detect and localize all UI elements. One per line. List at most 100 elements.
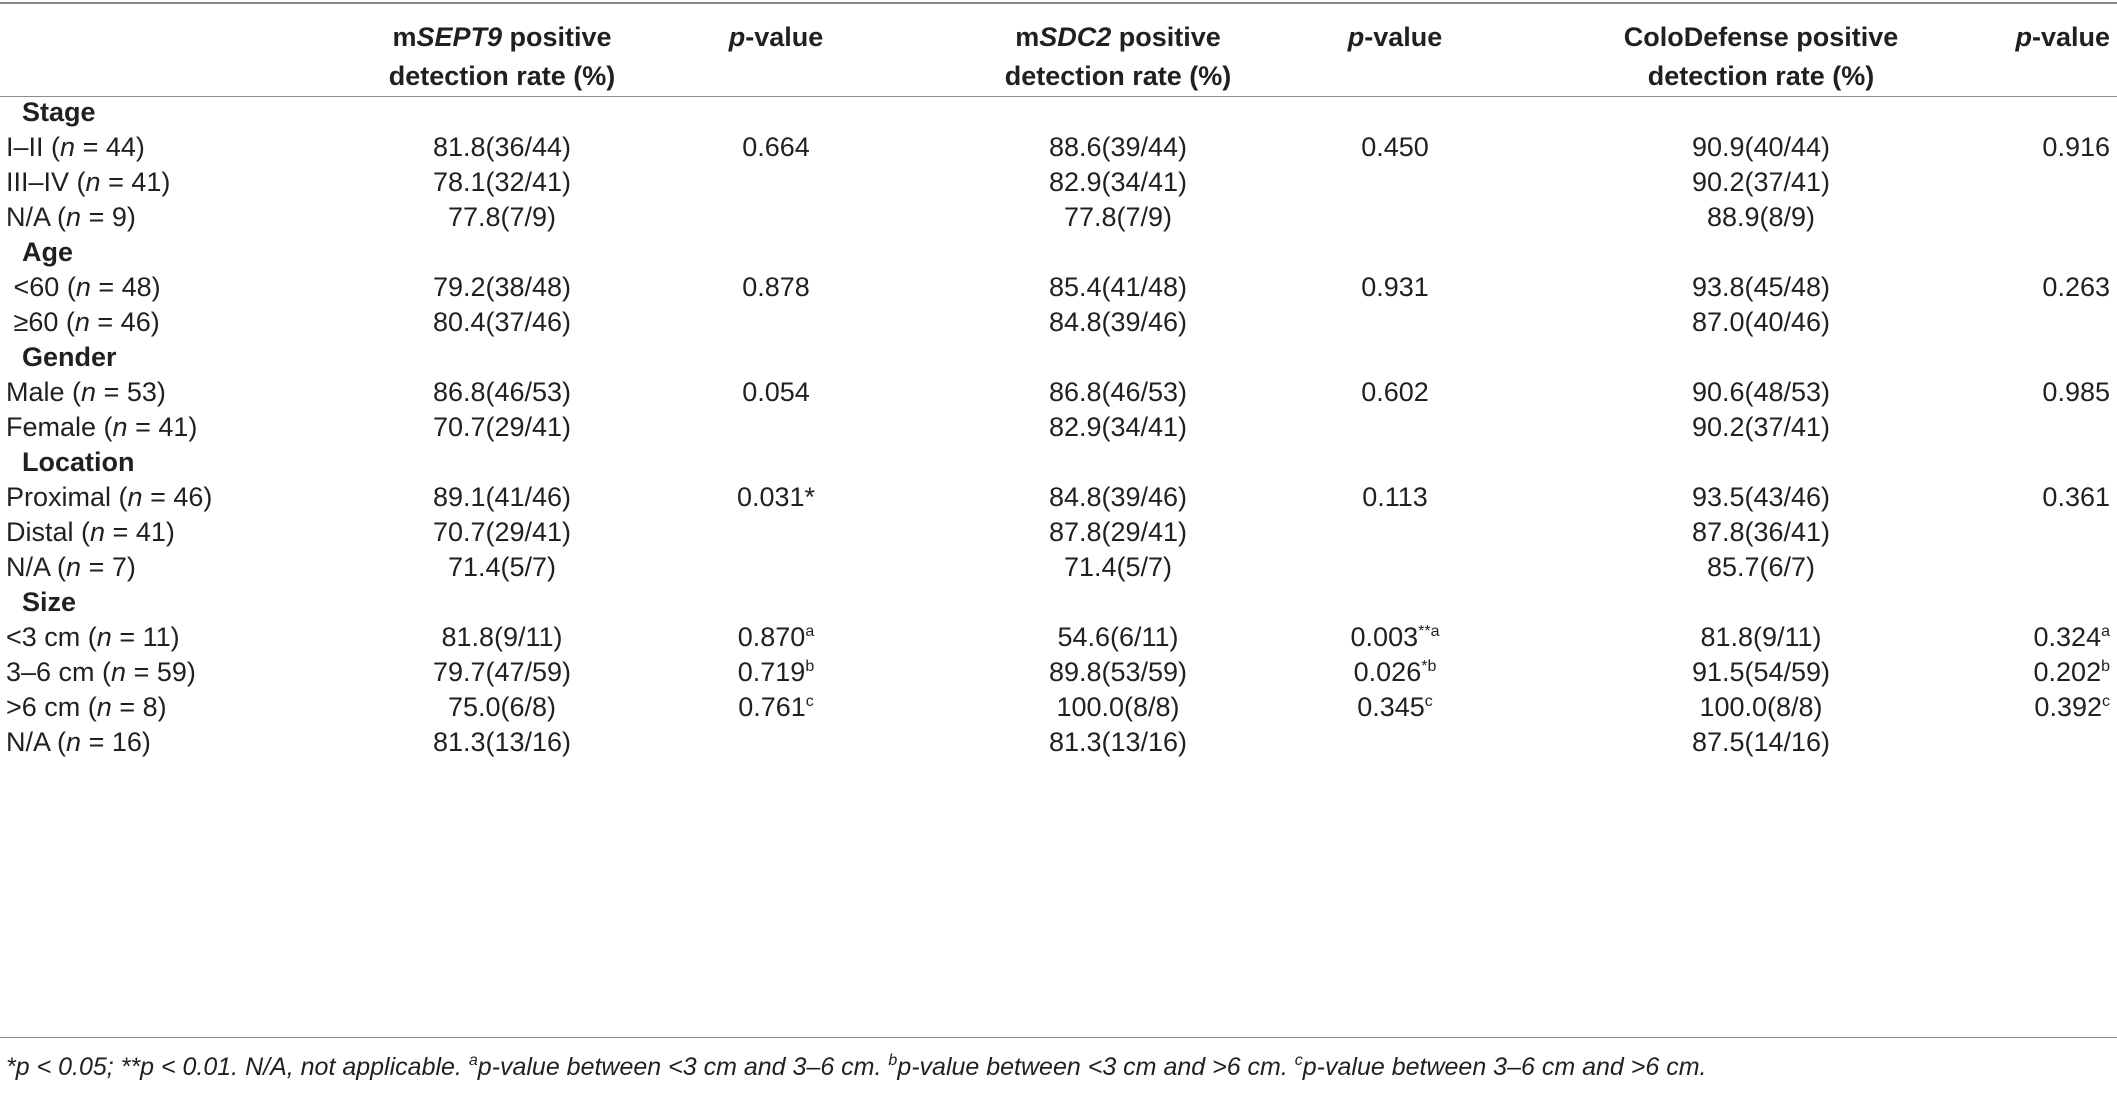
sept9-rate-cell: 70.7(29/41) (432, 517, 572, 547)
sept9-rate-cell: 89.1(41/46) (432, 482, 572, 512)
table-row: <3 cm (n = 11) 81.8(9/11) 0.870a 54.6(6/11)… (0, 614, 2117, 661)
colodefense-rate-cell: 90.2(37/41) (1691, 412, 1831, 442)
table-bottom-rule (0, 1037, 2117, 1038)
section-title: Age (22, 237, 74, 267)
sept9-pvalue-cell: 0.870a (737, 622, 815, 652)
row-label: 3–6 cm (n = 59) (6, 657, 196, 687)
sdc2-rate-cell: 84.8(39/46) (1048, 482, 1188, 512)
colodefense-pvalue-cell: 0.263 (2042, 272, 2110, 302)
sdc2-rate-cell: 81.3(13/16) (1048, 727, 1188, 757)
column-header-sept9-pvalue: p-value (728, 22, 824, 52)
colodefense-pvalue-cell: 0.392c (2034, 692, 2110, 722)
sept9-rate-cell: 86.8(46/53) (432, 377, 572, 407)
row-label: III–IV (n = 41) (6, 167, 171, 197)
colodefense-rate-cell: 87.0(40/46) (1691, 307, 1831, 337)
table-row: N/A (n = 9) 77.8(7/9) 77.8(7/9) 88.9(8/9) (0, 194, 2117, 241)
table-row: Proximal (n = 46) 89.1(41/46) 0.031* 84.8(3… (0, 474, 2117, 521)
sept9-pvalue-cell: 0.719b (737, 657, 815, 687)
sept9-rate-cell: 71.4(5/7) (447, 552, 557, 582)
row-label: <3 cm (n = 11) (6, 622, 180, 652)
colodefense-pvalue-cell: 0.916 (2042, 132, 2110, 162)
section-title: Gender (22, 342, 117, 372)
sdc2-rate-cell: 77.8(7/9) (1063, 202, 1173, 232)
sdc2-rate-cell: 88.6(39/44) (1048, 132, 1188, 162)
significance-mark: **a (1418, 623, 1440, 640)
section-header-row: Gender (0, 334, 2117, 381)
colodefense-rate-cell: 85.7(6/7) (1706, 552, 1816, 582)
row-label: N/A (n = 16) (6, 727, 151, 757)
row-label: Male (n = 53) (6, 377, 166, 407)
table-row: >6 cm (n = 8) 75.0(6/8) 0.761c 100.0(8/8) 0.… (0, 684, 2117, 731)
table-row: Distal (n = 41) 70.7(29/41) 87.8(29/41) 87.… (0, 509, 2117, 556)
section-title: Size (22, 587, 77, 617)
sept9-rate-cell: 79.2(38/48) (432, 272, 572, 302)
sept9-pvalue-cell: 0.761c (738, 692, 814, 722)
sdc2-pvalue-cell: 0.113 (1362, 482, 1428, 512)
sdc2-rate-cell: 89.8(53/59) (1048, 657, 1188, 687)
sept9-rate-cell: 78.1(32/41) (432, 167, 572, 197)
colodefense-rate-cell: 91.5(54/59) (1691, 657, 1831, 687)
colodefense-rate-cell: 90.2(37/41) (1691, 167, 1831, 197)
sdc2-rate-cell: 71.4(5/7) (1063, 552, 1173, 582)
sept9-rate-cell: 81.8(36/44) (432, 132, 572, 162)
sdc2-rate-cell: 82.9(34/41) (1048, 167, 1188, 197)
table-header-rule (0, 96, 2117, 97)
sept9-pvalue-cell: 0.054 (742, 377, 810, 407)
footnote-mark-a: a (468, 1052, 478, 1069)
column-header-colodefense-pvalue: p-value (2015, 22, 2110, 52)
sdc2-rate-cell: 100.0(8/8) (1056, 692, 1180, 722)
significance-mark: *b (1421, 658, 1437, 675)
column-header-sdc2-rate: mSDC2 positive detection rate (%) (1004, 22, 1232, 91)
table-row: 3–6 cm (n = 59) 79.7(47/59) 0.719b 89.8(53/… (0, 649, 2117, 696)
sdc2-pvalue-cell: 0.026*b (1353, 657, 1437, 687)
significance-mark: c (2102, 693, 2110, 710)
sept9-rate-cell: 75.0(6/8) (447, 692, 557, 722)
sdc2-rate-cell: 85.4(41/48) (1048, 272, 1188, 302)
sept9-rate-cell: 81.8(9/11) (441, 622, 563, 652)
sdc2-rate-cell: 87.8(29/41) (1048, 517, 1188, 547)
column-header-sdc2-pvalue: p-value (1347, 22, 1443, 52)
sept9-rate-cell: 77.8(7/9) (447, 202, 557, 232)
section-header-row: Stage (0, 89, 2117, 136)
row-label: ≥60 (n = 46) (6, 307, 160, 337)
colodefense-rate-cell: 90.6(48/53) (1691, 377, 1831, 407)
table-row: Female (n = 41) 70.7(29/41) 82.9(34/41) 90.… (0, 404, 2117, 451)
significance-mark: c (1424, 693, 1433, 710)
sdc2-pvalue-cell: 0.931 (1361, 272, 1429, 302)
row-label: I–II (n = 44) (6, 132, 145, 162)
colodefense-rate-cell: 90.9(40/44) (1691, 132, 1831, 162)
sept9-pvalue-cell: 0.031* (736, 482, 816, 512)
table-footnote: *p < 0.05; **p < 0.01. N/A, not applicab… (6, 1052, 1707, 1082)
colodefense-rate-cell: 88.9(8/9) (1706, 202, 1816, 232)
colodefense-rate-cell: 93.5(43/46) (1691, 482, 1831, 512)
colodefense-pvalue-cell: 0.324a (2033, 622, 2110, 652)
footnote-mark-b: b (888, 1052, 898, 1069)
significance-mark: c (805, 693, 814, 710)
column-header-sept9-rate: mSEPT9 positive detection rate (%) (388, 22, 616, 91)
sept9-pvalue-cell: 0.878 (742, 272, 810, 302)
colodefense-rate-cell: 93.8(45/48) (1691, 272, 1831, 302)
section-title: Stage (22, 97, 96, 127)
section-header-row: Age (0, 229, 2117, 276)
colodefense-rate-cell: 87.8(36/41) (1691, 517, 1831, 547)
sept9-rate-cell: 79.7(47/59) (432, 657, 572, 687)
footnote-mark-c: c (1294, 1052, 1303, 1069)
section-title: Location (22, 447, 135, 477)
colodefense-pvalue-cell: 0.985 (2042, 377, 2110, 407)
significance-mark: a (2101, 623, 2110, 640)
row-label: N/A (n = 7) (6, 552, 136, 582)
section-header-row: Location (0, 439, 2117, 486)
sdc2-rate-cell: 84.8(39/46) (1048, 307, 1188, 337)
sdc2-pvalue-cell: 0.003**a (1350, 622, 1440, 652)
table-row: <60 (n = 48) 79.2(38/48) 0.878 85.4(41/48) 0… (0, 264, 2117, 311)
colodefense-rate-cell: 100.0(8/8) (1699, 692, 1823, 722)
table-row: N/A (n = 7) 71.4(5/7) 71.4(5/7) 85.7(6/7) (0, 544, 2117, 591)
row-label: N/A (n = 9) (6, 202, 136, 232)
significance-mark: a (805, 623, 815, 640)
sdc2-pvalue-cell: 0.450 (1361, 132, 1429, 162)
section-header-row: Size (0, 579, 2117, 626)
colodefense-rate-cell: 81.8(9/11) (1700, 622, 1822, 652)
sdc2-rate-cell: 82.9(34/41) (1048, 412, 1188, 442)
significance-mark: b (805, 658, 815, 675)
row-label: <60 (n = 48) (6, 272, 161, 302)
